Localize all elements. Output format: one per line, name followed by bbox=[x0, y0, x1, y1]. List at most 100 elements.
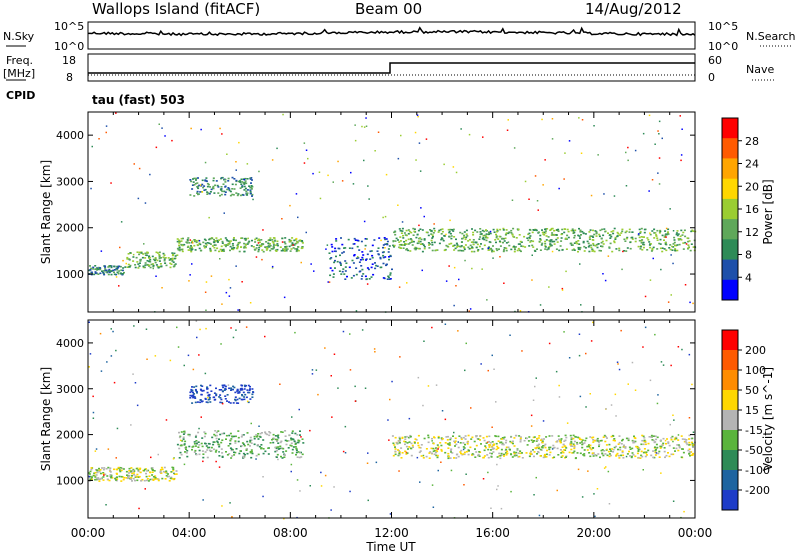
data-cell bbox=[583, 245, 586, 248]
data-cell bbox=[212, 179, 215, 182]
data-cell bbox=[560, 452, 563, 454]
data-cell bbox=[284, 439, 287, 442]
data-cell bbox=[418, 446, 421, 449]
data-cell bbox=[620, 329, 622, 332]
data-cell bbox=[570, 440, 573, 443]
data-cell bbox=[398, 454, 401, 456]
data-cell bbox=[650, 454, 653, 457]
data-cell bbox=[658, 133, 660, 135]
data-cell bbox=[91, 145, 93, 148]
data-cell bbox=[245, 326, 248, 328]
data-cell bbox=[597, 440, 600, 443]
data-cell bbox=[179, 451, 182, 454]
colorbar-swatch bbox=[722, 330, 738, 351]
data-cell bbox=[539, 249, 542, 251]
data-cell bbox=[212, 441, 215, 443]
data-cell bbox=[317, 393, 319, 396]
data-cell bbox=[423, 239, 426, 241]
data-cell bbox=[230, 388, 233, 391]
data-cell bbox=[225, 238, 228, 241]
data-cell bbox=[672, 453, 675, 456]
data-cell bbox=[664, 233, 667, 235]
data-cell bbox=[454, 247, 457, 250]
data-cell bbox=[400, 457, 403, 459]
data-cell bbox=[465, 473, 467, 475]
data-cell bbox=[158, 257, 161, 260]
data-cell bbox=[249, 398, 252, 400]
data-cell bbox=[165, 419, 168, 421]
data-cell bbox=[100, 477, 103, 480]
data-cell bbox=[513, 245, 515, 248]
data-cell bbox=[128, 266, 131, 268]
data-cell bbox=[297, 246, 299, 248]
data-cell bbox=[136, 251, 139, 253]
data-cell bbox=[464, 259, 466, 262]
data-cell bbox=[653, 456, 656, 459]
data-cell bbox=[541, 441, 544, 444]
data-cell bbox=[655, 235, 658, 237]
data-cell bbox=[460, 249, 463, 252]
data-cell bbox=[677, 444, 680, 446]
data-cell bbox=[202, 186, 205, 189]
data-cell bbox=[124, 266, 127, 268]
station-title: Wallops Island (fitACF) bbox=[92, 0, 260, 18]
data-cell bbox=[186, 246, 189, 248]
data-cell bbox=[681, 128, 683, 130]
data-cell bbox=[145, 479, 148, 482]
data-cell bbox=[560, 240, 563, 242]
data-cell bbox=[249, 190, 252, 193]
data-cell bbox=[243, 245, 246, 248]
data-cell bbox=[269, 442, 272, 444]
data-cell bbox=[275, 447, 278, 449]
data-cell bbox=[218, 389, 221, 391]
data-cell bbox=[662, 437, 665, 440]
data-cell bbox=[123, 476, 126, 479]
data-cell bbox=[250, 439, 253, 441]
data-cell bbox=[179, 435, 182, 438]
data-cell bbox=[672, 447, 675, 449]
data-cell bbox=[191, 240, 194, 243]
data-cell bbox=[151, 478, 153, 481]
data-cell bbox=[163, 259, 166, 262]
data-cell bbox=[252, 246, 255, 248]
data-cell bbox=[172, 458, 175, 460]
data-cell bbox=[608, 503, 611, 505]
data-cell bbox=[548, 448, 551, 451]
data-cell bbox=[537, 444, 540, 447]
data-cell bbox=[340, 237, 342, 239]
data-cell bbox=[428, 247, 431, 249]
data-cell bbox=[209, 237, 212, 240]
data-cell bbox=[489, 452, 491, 454]
data-cell bbox=[638, 236, 641, 239]
data-cell bbox=[232, 239, 235, 241]
y-tick-label: 3000 bbox=[56, 383, 84, 396]
data-cell bbox=[191, 246, 193, 249]
data-cell bbox=[285, 247, 288, 249]
data-cell bbox=[586, 449, 589, 451]
data-cell bbox=[510, 436, 512, 438]
data-cell bbox=[414, 131, 417, 134]
data-cell bbox=[136, 479, 139, 482]
data-cell bbox=[404, 234, 407, 236]
data-cell bbox=[288, 241, 291, 243]
data-cell bbox=[258, 445, 261, 448]
data-cell bbox=[282, 249, 285, 252]
data-cell bbox=[130, 424, 132, 426]
data-cell bbox=[595, 232, 598, 234]
data-cell bbox=[229, 439, 232, 442]
data-cell bbox=[609, 450, 612, 452]
data-cell bbox=[368, 198, 370, 200]
data-cell bbox=[545, 453, 548, 456]
data-cell bbox=[185, 448, 187, 450]
data-cell bbox=[641, 434, 644, 437]
data-cell bbox=[439, 228, 442, 231]
data-cell bbox=[250, 456, 253, 459]
data-cell bbox=[118, 475, 121, 478]
data-cell bbox=[251, 193, 254, 196]
cpid-text: tau (fast) 503 bbox=[92, 93, 185, 107]
noise-right-tick-top: 10^5 bbox=[708, 20, 738, 33]
data-cell bbox=[431, 437, 433, 440]
data-cell bbox=[115, 112, 117, 114]
data-cell bbox=[359, 270, 362, 272]
colorbar-tick-label: 28 bbox=[745, 135, 759, 148]
